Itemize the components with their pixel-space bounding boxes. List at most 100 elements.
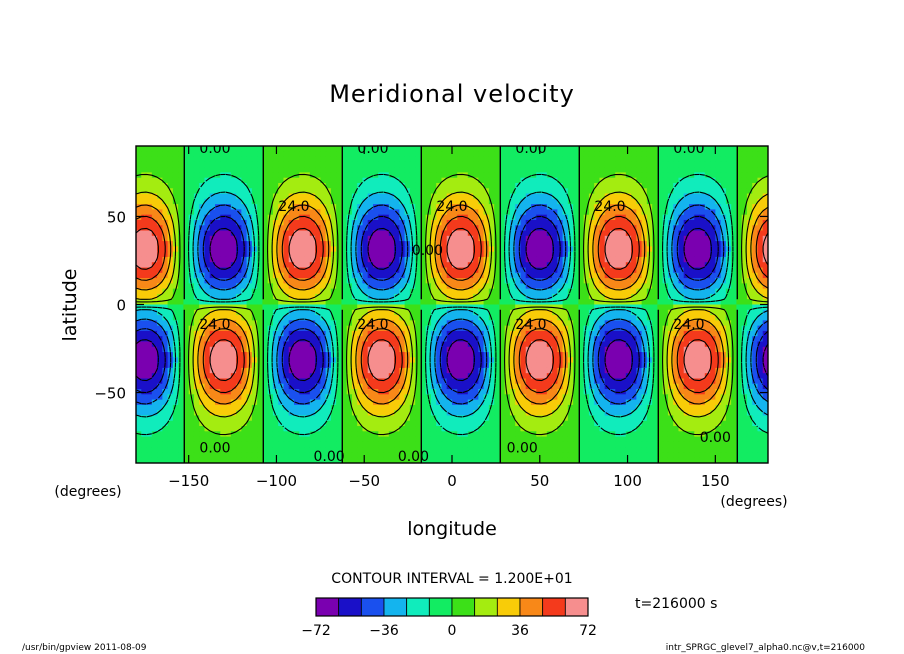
heatmap-cell [362,309,369,316]
heatmap-cell [178,357,184,364]
heatmap-cell [209,146,216,152]
heatmap-cell [552,167,558,174]
heatmap-cell [462,352,469,358]
heatmap-cell [162,198,169,205]
heatmap-cell [388,341,395,348]
heatmap-cell [283,299,290,306]
heatmap-cell [288,362,295,369]
heatmap-cell [230,272,237,279]
heatmap-cell [330,209,337,216]
heatmap-cell [604,146,611,152]
heatmap-cell [294,235,300,242]
heatmap-cell [183,156,190,163]
heatmap-cell [704,283,711,290]
heatmap-cell [304,283,311,290]
heatmap-cell [720,172,727,179]
heatmap-cell [394,315,400,321]
heatmap-cell [746,246,753,253]
heatmap-cell [567,336,574,343]
heatmap-cell [731,182,737,189]
heatmap-cell [199,267,206,274]
heatmap-cell [251,330,258,337]
heatmap-cell [573,188,579,195]
heatmap-cell [346,214,353,221]
heatmap-cell [552,283,558,290]
heatmap-cell [725,341,732,348]
heatmap-cell [473,346,479,353]
heatmap-cell [715,304,722,311]
heatmap-cell [378,177,385,184]
heatmap-cell [336,198,342,205]
heatmap-cell [320,278,327,284]
heatmap-cell [541,235,548,242]
heatmap-cell [741,315,748,321]
heatmap-cell [446,357,453,364]
heatmap-cell [446,251,453,258]
heatmap-cell [641,341,648,348]
heatmap-cell [604,225,611,232]
heatmap-cell [546,146,553,152]
heatmap-cell [741,219,748,226]
heatmap-cell [678,219,685,226]
heatmap-cell [525,146,532,152]
heatmap-cell [552,225,558,232]
heatmap-cell [610,278,616,284]
heatmap-cell [462,198,469,205]
heatmap-cell [357,309,364,316]
heatmap-cell [694,198,701,205]
heatmap-cell [193,230,200,237]
heatmap-cell [315,230,321,237]
heatmap-cell [378,209,385,216]
heatmap-cell [631,225,637,232]
heatmap-cell [473,309,479,316]
heatmap-cell [309,293,316,300]
heatmap-cell [694,251,701,258]
heatmap-cell [652,325,658,332]
heatmap-cell [288,267,295,274]
heatmap-cell [330,151,337,158]
heatmap-cell [341,357,348,364]
heatmap-cell [667,151,674,158]
heatmap-cell [309,177,316,184]
heatmap-cell [557,267,564,274]
heatmap-cell [241,161,248,168]
heatmap-cell [762,246,768,253]
heatmap-cell [457,246,464,253]
heatmap-cell [388,330,395,337]
heatmap-cell [599,235,606,242]
heatmap-cell [467,330,474,337]
heatmap-cell [488,219,495,226]
heatmap-cell [610,198,616,205]
heatmap-cell [141,188,148,195]
heatmap-cell [588,161,595,168]
heatmap-cell [625,278,632,284]
heatmap-cell [225,188,232,195]
heatmap-cell [267,293,274,300]
heatmap-cell [652,193,658,200]
heatmap-cell [715,262,722,269]
heatmap-cell [494,198,500,205]
heatmap-cell [378,283,385,290]
heatmap-cell [646,293,653,300]
heatmap-cell [215,320,221,327]
heatmap-cell [741,241,748,247]
heatmap-cell [525,315,532,321]
heatmap-cell [257,330,263,337]
heatmap-cell [246,315,253,321]
heatmap-cell [557,204,564,210]
heatmap-cell [494,341,500,348]
heatmap-cell [615,251,622,258]
heatmap-cell [573,325,579,332]
heatmap-cell [436,315,443,321]
heatmap-cell [467,246,474,253]
heatmap-cell [304,193,311,200]
heatmap-cell [141,352,148,358]
heatmap-cell [373,357,379,364]
heatmap-cell [610,357,616,364]
heatmap-cell [636,235,643,242]
heatmap-cell [425,299,432,306]
heatmap-cell [325,230,332,237]
heatmap-cell [594,193,601,200]
heatmap-cell [588,341,595,348]
heatmap-cell [388,267,395,274]
